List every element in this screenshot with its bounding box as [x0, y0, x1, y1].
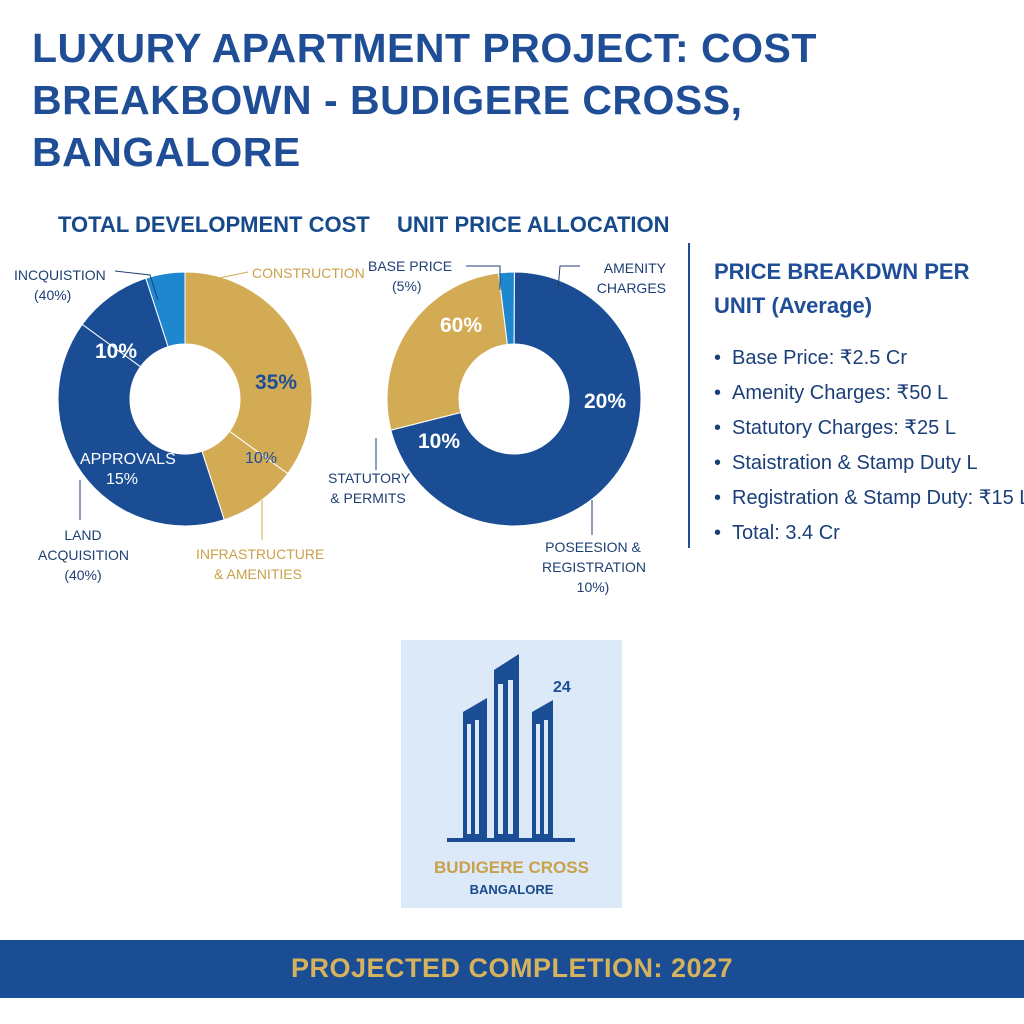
chart1-pct-infrastructure: 10%	[245, 450, 278, 467]
page-title-line2: BREAKBOWN - BUDIGERE CROSS, BANGALORE	[32, 77, 743, 175]
chart2-label-amenity: AMENITY CHARGES	[582, 258, 666, 298]
chart1-label-approvals-line1: APPROVALS	[80, 451, 176, 468]
chart1-label-incquistion: INCQUISTION (40%)	[14, 265, 106, 305]
chart1-label-construction: CONSTRUCTION	[252, 265, 365, 281]
chart2-label-statutory: STATUTORY & PERMITS	[328, 468, 411, 508]
logo-city: BANGALORE	[469, 882, 554, 897]
chart2-label-statutory-line1: STATUTORY	[328, 470, 411, 486]
chart2-label-base-line2: (5%)	[392, 278, 422, 294]
price-item-text: Statutory Charges: ₹25 L	[732, 417, 956, 439]
price-item-text: Base Price: ₹2.5 Cr	[732, 347, 908, 369]
chart1-label-infra-line1: INFRASTRUCTURE	[196, 546, 325, 562]
chart1-slice-approvals	[81, 277, 169, 368]
chart2-label-amenity-line1: AMENITY	[603, 260, 666, 276]
bullet-icon: •	[714, 487, 722, 509]
footer-banner: PROJECTED COMPLETION: 2027	[0, 940, 1024, 998]
chart1-label-incquistion-line2: (40%)	[34, 287, 72, 303]
page-title: LUXURY APARTMENT PROJECT: COST BREAKBOWN…	[32, 22, 992, 178]
bullet-icon: •	[714, 417, 722, 439]
chart2-slice-base	[386, 272, 508, 431]
chart1-label-incquistion-line1: INCQUISTION	[14, 267, 106, 283]
chart1-pct-construction: 35%	[255, 371, 298, 394]
chart1-pct-approvals: 10%	[95, 340, 138, 363]
chart1-label-land-line2: ACQUISITION	[38, 547, 130, 563]
list-item: • Staistration & Stamp Duty L	[714, 446, 1024, 481]
chart2-slice-possession	[390, 271, 642, 527]
price-breakdown-title: PRICE BREAKDWN PER UNIT (Average)	[714, 255, 969, 323]
chart2-label-amenity-line2: CHARGES	[596, 280, 666, 296]
list-item: • Amenity Charges: ₹50 L	[714, 376, 1024, 411]
chart2-pct-possession: 20%	[584, 390, 627, 413]
price-breakdown-panel: PRICE BREAKDWN PER UNIT (Average) • Base …	[688, 243, 1024, 548]
bullet-icon: •	[714, 347, 722, 369]
price-item-text: Registration & Stamp Duty: ₹15 L	[732, 487, 1024, 509]
chart1-leader-construction	[209, 271, 249, 281]
price-item-text: Total: 3.4 Cr	[732, 522, 840, 544]
chart1-label-land-line1: LAND	[64, 527, 102, 543]
price-breakdown-title-line2: UNIT (Average)	[714, 293, 873, 318]
page-title-line1: LUXURY APARTMENT PROJECT: COST	[32, 25, 817, 71]
chart2-label-statutory-line2: & PERMITS	[330, 490, 406, 506]
chart2-pct-base: 60%	[440, 314, 483, 337]
bullet-icon: •	[714, 522, 722, 544]
chart2-pct-statutory: 10%	[418, 430, 461, 453]
price-breakdown-list: • Base Price: ₹2.5 Cr • Amenity Charges: ₹…	[714, 341, 1024, 551]
chart1-title: TOTAL DEVELOPMENT COST	[58, 212, 370, 237]
price-breakdown-title-line1: PRICE BREAKDWN PER	[714, 259, 970, 284]
chart2-leader-base	[466, 265, 501, 290]
footer-text: PROJECTED COMPLETION: 2027	[290, 953, 734, 983]
chart1-label-infrastructure: INFRASTRUCTURE & AMENITIES	[196, 544, 325, 584]
chart1-label-land: LAND ACQUISITION (40%)	[38, 525, 130, 585]
logo-name: BUDIGERE CROSS	[434, 858, 589, 877]
chart2-label-base-line1: BASE PRICE	[368, 258, 453, 274]
chart2-label-poss-line1: POSEESION &	[545, 539, 641, 555]
price-item-text: Staistration & Stamp Duty L	[732, 452, 978, 474]
skyscraper-icon: 24	[447, 654, 575, 842]
price-item-text: Amenity Charges: ₹50 L	[732, 382, 949, 404]
list-item: • Statutory Charges: ₹25 L	[714, 411, 1024, 446]
chart1-leader-incquistion	[114, 270, 159, 301]
list-item: • Base Price: ₹2.5 Cr	[714, 341, 1024, 376]
list-item: • Total: 3.4 Cr	[714, 516, 1024, 551]
bullet-icon: •	[714, 382, 722, 404]
chart1-label-approvals: APPROVALS 15%	[80, 450, 176, 490]
chart2-title: UNIT PRICE ALLOCATION	[397, 212, 670, 237]
list-item: • Registration & Stamp Duty: ₹15 L	[714, 481, 1024, 516]
chart2-label-poss-line3: 10%)	[576, 579, 610, 595]
chart1-label-land-line3: (40%)	[64, 567, 102, 583]
chart1-label-approvals-line2: 15%	[106, 471, 139, 488]
chart2-label-possession: POSEESION & REGISTRATION 10%)	[542, 537, 646, 597]
bullet-icon: •	[714, 452, 722, 474]
chart2-leader-amenity	[557, 265, 580, 291]
chart2-label-base: BASE PRICE (5%)	[368, 256, 452, 296]
chart2-label-poss-line2: REGISTRATION	[542, 559, 646, 575]
logo-badge: 24	[553, 679, 571, 696]
project-logo: 24 BUDIGERE CROSS BANGALORE	[401, 640, 622, 908]
chart1-label-infra-line2: & AMENITIES	[214, 566, 302, 582]
chart1-slice-construction	[184, 271, 313, 475]
chart1-slice-land	[57, 323, 225, 527]
